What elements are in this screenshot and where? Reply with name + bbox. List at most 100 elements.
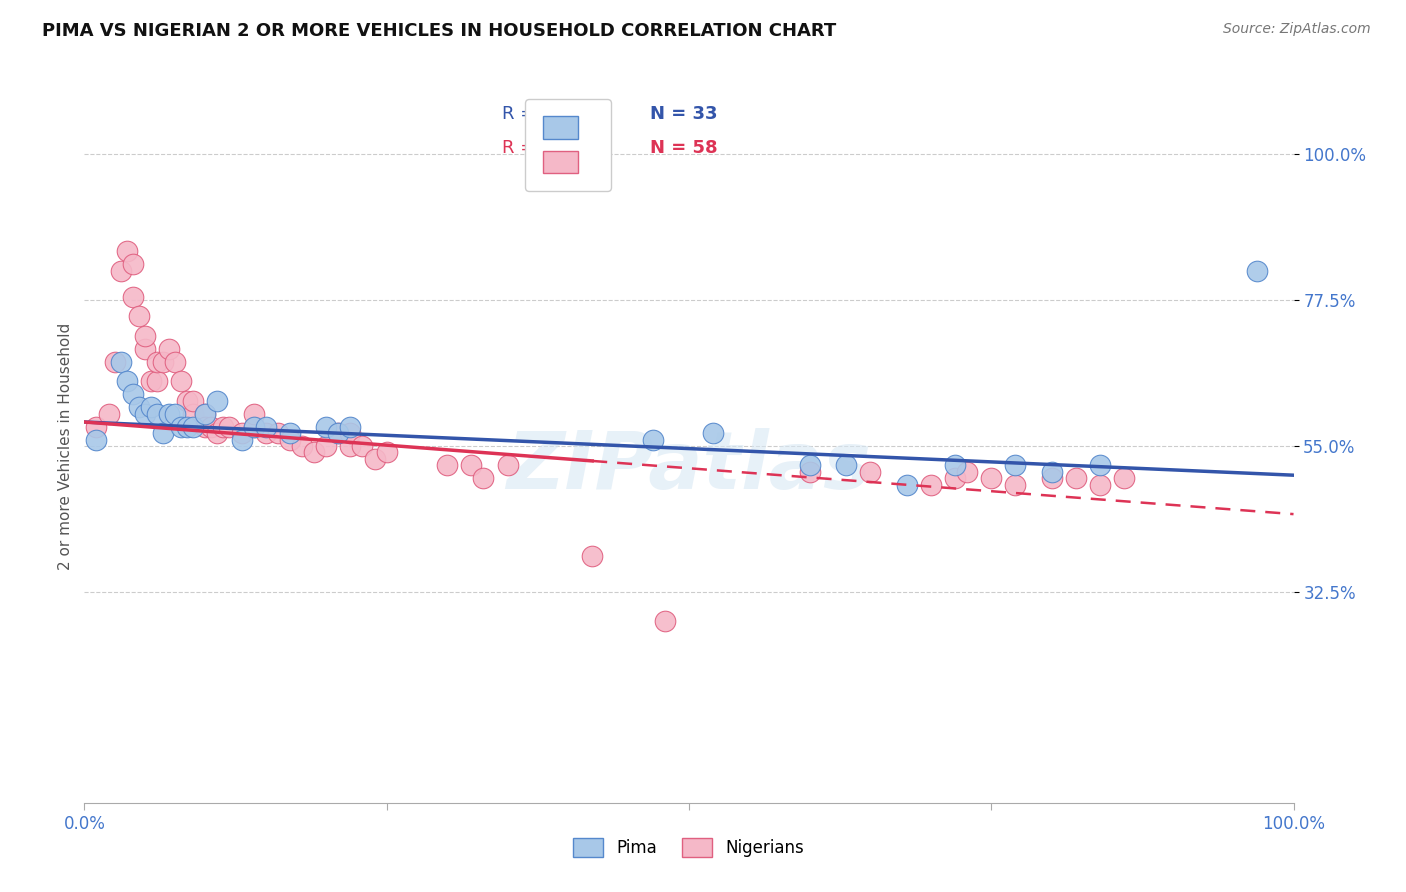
Point (315, 439, 337, 453)
Text: PIMA VS NIGERIAN 2 OR MORE VEHICLES IN HOUSEHOLD CORRELATION CHART: PIMA VS NIGERIAN 2 OR MORE VEHICLES IN H… (42, 22, 837, 40)
Point (115, 374, 138, 388)
Point (859, 465, 882, 479)
Point (110, 354, 132, 368)
Point (121, 290, 143, 304)
Text: N = 33: N = 33 (650, 105, 717, 123)
Text: ZIPatlas: ZIPatlas (506, 428, 872, 507)
Point (943, 458, 966, 473)
Point (1088, 478, 1111, 492)
Point (86, 419, 108, 434)
Point (200, 419, 222, 434)
Point (139, 374, 162, 388)
Point (146, 354, 169, 368)
Point (896, 478, 918, 492)
Point (181, 419, 204, 434)
Point (328, 425, 350, 440)
Point (254, 425, 277, 440)
Text: R = -0.108: R = -0.108 (502, 139, 598, 157)
Point (799, 465, 821, 479)
Point (496, 458, 519, 473)
Point (328, 425, 350, 440)
Point (146, 407, 169, 421)
Point (242, 419, 264, 434)
Point (278, 433, 301, 447)
Point (654, 614, 676, 628)
Point (207, 393, 229, 408)
Point (641, 433, 664, 447)
Point (315, 419, 337, 434)
Y-axis label: 2 or more Vehicles in Household: 2 or more Vehicles in Household (58, 322, 73, 570)
Point (152, 354, 174, 368)
Point (1004, 458, 1026, 473)
Point (104, 354, 127, 368)
Point (339, 439, 361, 453)
Point (170, 419, 193, 434)
Point (1064, 471, 1087, 485)
Point (1040, 465, 1063, 479)
Point (86, 433, 108, 447)
Point (146, 374, 169, 388)
Point (181, 407, 204, 421)
Point (291, 439, 314, 453)
Point (139, 400, 162, 414)
Point (97, 407, 120, 421)
Point (581, 549, 603, 564)
Point (165, 354, 187, 368)
Point (218, 419, 240, 434)
Point (194, 419, 217, 434)
Point (799, 458, 821, 473)
Text: N = 58: N = 58 (650, 139, 718, 157)
Point (231, 425, 253, 440)
Point (110, 264, 132, 278)
Point (176, 393, 198, 408)
Point (181, 393, 204, 408)
Point (436, 458, 458, 473)
Point (242, 407, 264, 421)
Point (121, 257, 143, 271)
Point (956, 465, 979, 479)
Point (1246, 264, 1268, 278)
Point (121, 387, 143, 401)
Point (170, 374, 193, 388)
Point (1114, 471, 1136, 485)
Point (194, 407, 217, 421)
Point (460, 458, 482, 473)
Point (339, 419, 361, 434)
Point (363, 452, 385, 467)
Point (375, 445, 398, 459)
Point (242, 419, 264, 434)
Point (134, 407, 156, 421)
Point (1004, 478, 1026, 492)
Point (134, 328, 156, 343)
Point (980, 471, 1002, 485)
Point (157, 342, 180, 356)
Text: Source: ZipAtlas.com: Source: ZipAtlas.com (1223, 22, 1371, 37)
Point (339, 425, 361, 440)
Point (1040, 471, 1063, 485)
Point (1088, 458, 1111, 473)
Point (352, 439, 374, 453)
Point (278, 425, 301, 440)
Point (231, 433, 253, 447)
Legend: Pima, Nigerians: Pima, Nigerians (565, 830, 813, 866)
Point (943, 471, 966, 485)
Point (920, 478, 942, 492)
Point (165, 407, 187, 421)
Point (134, 342, 156, 356)
Point (176, 419, 198, 434)
Point (267, 425, 290, 440)
Point (128, 310, 150, 324)
Point (194, 407, 217, 421)
Point (702, 425, 724, 440)
Point (152, 425, 174, 440)
Point (835, 458, 858, 473)
Point (128, 400, 150, 414)
Point (207, 425, 229, 440)
Point (254, 419, 277, 434)
Text: R = -0.281: R = -0.281 (502, 105, 599, 123)
Point (157, 407, 180, 421)
Point (302, 445, 325, 459)
Point (212, 419, 235, 434)
Point (115, 244, 138, 259)
Point (472, 471, 495, 485)
